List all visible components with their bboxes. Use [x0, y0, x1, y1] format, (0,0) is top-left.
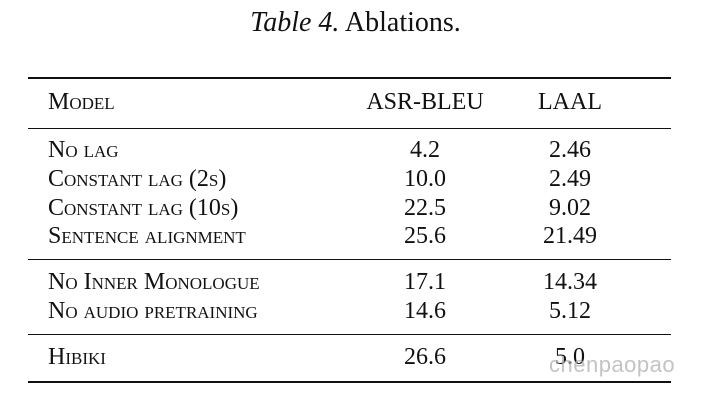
row-asr-bleu-cell: 4.2 — [410, 137, 440, 163]
table-bottom-rule — [28, 381, 671, 383]
table-caption-text: Ablations. — [344, 7, 461, 38]
row-asr-bleu-cell: 14.6 — [404, 298, 446, 324]
row-model-cell: No lag — [48, 137, 119, 163]
table-group-rule — [28, 334, 671, 335]
table-row: No Inner Monologue 17.1 14.34 — [0, 267, 711, 297]
row-asr-bleu-cell: 26.6 — [404, 344, 446, 370]
table-row: Sentence alignment 25.6 21.49 — [0, 221, 711, 251]
watermark-text: chenpaopao — [549, 352, 676, 377]
row-model-cell: Sentence alignment — [48, 223, 246, 249]
row-asr-bleu-cell: 10.0 — [404, 166, 446, 192]
row-model-cell: Constant lag (2s) — [48, 166, 227, 192]
row-laal-cell: 2.46 — [549, 137, 591, 163]
table-caption: Table 4. Ablations. — [0, 6, 711, 40]
table-row: No audio pretraining 14.6 5.12 — [0, 296, 711, 326]
row-laal-cell: 14.34 — [543, 269, 597, 295]
row-model-cell: Hibiki — [48, 344, 106, 370]
row-laal-cell: 2.49 — [549, 166, 591, 192]
table-caption-label: Table 4. — [250, 7, 340, 38]
table-row: Hibiki 26.6 5.0 — [0, 342, 711, 372]
table-group-rule — [28, 259, 671, 260]
row-asr-bleu-cell: 25.6 — [404, 223, 446, 249]
row-asr-bleu-cell: 22.5 — [404, 195, 446, 221]
row-laal-cell: 5.0 — [555, 344, 585, 370]
table-row: Constant lag (2s) 10.0 2.49 — [0, 164, 711, 194]
table-row: No lag 4.2 2.46 — [0, 135, 711, 165]
header-asr-bleu: ASR-BLEU — [366, 89, 484, 115]
row-asr-bleu-cell: 17.1 — [404, 269, 446, 295]
row-laal-cell: 9.02 — [549, 195, 591, 221]
table-header-row: Model ASR-BLEU LAAL — [0, 87, 711, 117]
header-laal: LAAL — [538, 89, 602, 115]
header-model: Model — [48, 89, 115, 115]
row-model-cell: Constant lag (10s) — [48, 195, 239, 221]
row-laal-cell: 5.12 — [549, 298, 591, 324]
table-top-rule — [28, 77, 671, 79]
row-model-cell: No Inner Monologue — [48, 269, 260, 295]
row-model-cell: No audio pretraining — [48, 298, 258, 324]
table-header-rule — [28, 128, 671, 129]
table-row: Constant lag (10s) 22.5 9.02 — [0, 193, 711, 223]
row-laal-cell: 21.49 — [543, 223, 597, 249]
